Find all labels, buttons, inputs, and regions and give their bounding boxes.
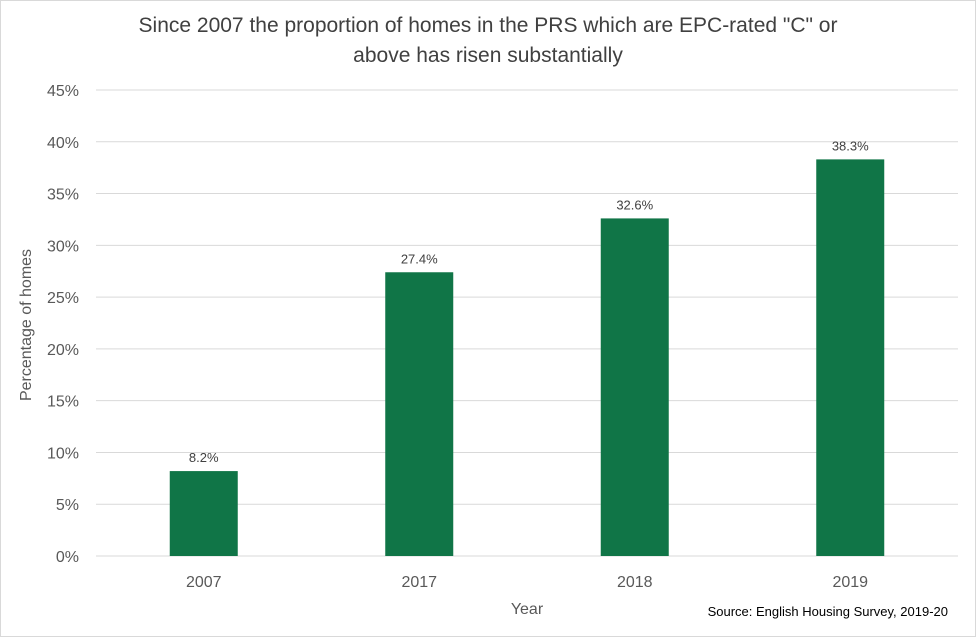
- y-tick-label: 20%: [47, 342, 79, 359]
- y-tick-label: 0%: [56, 549, 79, 566]
- data-label-2018: 32.6%: [616, 197, 653, 212]
- bar-2007: [169, 471, 238, 556]
- data-label-2019: 38.3%: [832, 138, 869, 153]
- y-tick-label: 15%: [47, 394, 79, 411]
- bar-2019: [816, 159, 885, 557]
- x-axis-title: Year: [511, 601, 544, 618]
- gridlines: [96, 89, 958, 557]
- data-label-2017: 27.4%: [401, 251, 438, 266]
- data-label-2007: 8.2%: [189, 450, 219, 465]
- bar-2017: [385, 272, 454, 556]
- x-tick-label-2019: 2019: [832, 574, 868, 591]
- x-tick-label-2018: 2018: [617, 574, 653, 591]
- y-axis-ticks: 0% 5% 10% 15% 20% 25% 30% 35% 40% 45%: [47, 83, 79, 566]
- bar-2018: [600, 218, 669, 557]
- source-note: Source: English Housing Survey, 2019-20: [707, 604, 948, 619]
- y-tick-label: 35%: [47, 187, 79, 204]
- x-tick-label-2017: 2017: [401, 574, 437, 591]
- y-tick-label: 40%: [47, 135, 79, 152]
- y-tick-label: 10%: [47, 445, 79, 462]
- y-tick-label: 45%: [47, 83, 79, 100]
- y-tick-label: 5%: [56, 497, 79, 514]
- y-axis-title: Percentage of homes: [18, 249, 35, 401]
- x-tick-label-2007: 2007: [186, 574, 222, 591]
- data-labels: 8.2% 27.4% 32.6% 38.3%: [189, 138, 869, 465]
- x-axis-ticks: 2007 2017 2018 2019: [186, 574, 868, 591]
- chart-title-line-1: Since 2007 the proportion of homes in th…: [138, 14, 838, 37]
- y-tick-label: 25%: [47, 290, 79, 307]
- y-tick-label: 30%: [47, 238, 79, 255]
- chart-title-line-2: above has risen substantially: [353, 44, 623, 67]
- bars: [169, 159, 885, 557]
